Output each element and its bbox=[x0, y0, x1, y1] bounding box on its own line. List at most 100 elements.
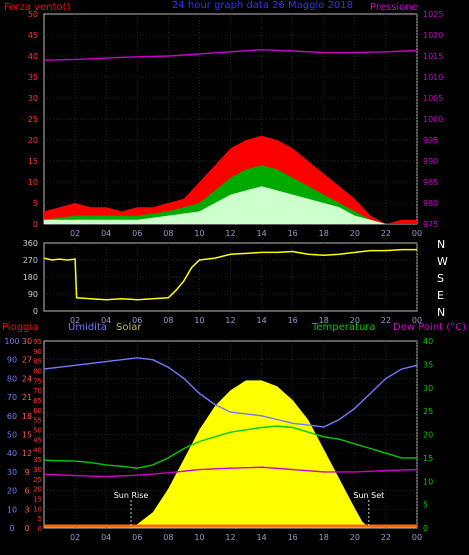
climate-xtick-8: 18 bbox=[319, 533, 329, 542]
pressure-ytick-8: 1015 bbox=[423, 52, 443, 61]
wind-ytick-4: 20 bbox=[28, 136, 38, 145]
rain-ytick-3: 9 bbox=[24, 468, 29, 477]
solar-ytick-10: 50 bbox=[33, 427, 42, 435]
wind-ytick-10: 50 bbox=[28, 10, 38, 19]
wind-ytick-5: 25 bbox=[28, 115, 38, 124]
solar-ytick-3: 15 bbox=[33, 495, 42, 503]
pressure-ytick-7: 1010 bbox=[423, 73, 443, 82]
wind-ytick-6: 30 bbox=[28, 94, 38, 103]
wind-xtick-8: 18 bbox=[319, 229, 329, 238]
temp-ytick-5: 25 bbox=[423, 407, 433, 416]
rain-ytick-6: 18 bbox=[22, 412, 32, 421]
temp-ytick-0: 0 bbox=[423, 524, 428, 533]
humidity-ytick-6: 60 bbox=[7, 412, 17, 421]
pressure-line bbox=[43, 48, 418, 61]
direction-ytick-1: 90 bbox=[28, 290, 38, 299]
wind-xtick-1: 04 bbox=[101, 229, 111, 238]
humidity-ytick-7: 70 bbox=[7, 393, 17, 402]
solar-ytick-9: 45 bbox=[33, 436, 42, 444]
humidity-ytick-0: 0 bbox=[9, 524, 14, 533]
climate-xtick-1: 04 bbox=[101, 533, 111, 542]
wind-avg-area bbox=[44, 186, 417, 224]
solar-ytick-7: 35 bbox=[33, 456, 42, 464]
humidity-ytick-5: 50 bbox=[7, 431, 17, 440]
pressure-ytick-2: 985 bbox=[423, 178, 438, 187]
pressure-ytick-1: 980 bbox=[423, 199, 438, 208]
climate-xtick-4: 10 bbox=[194, 533, 204, 542]
dewpoint-line bbox=[43, 466, 418, 478]
humidity-ytick-3: 30 bbox=[7, 468, 17, 477]
solar-ytick-16: 80 bbox=[33, 368, 42, 376]
sun-rise-label: Sun Rise bbox=[114, 491, 149, 500]
wind-ytick-3: 15 bbox=[28, 157, 38, 166]
compass-label-2: S bbox=[437, 272, 444, 285]
solar-ytick-13: 65 bbox=[33, 397, 42, 405]
solar-ytick-19: 95 bbox=[33, 338, 42, 346]
climate-xtick-9: 20 bbox=[350, 533, 360, 542]
pressure-axis-title: Pressione bbox=[370, 2, 418, 13]
wind-ytick-2: 10 bbox=[28, 178, 38, 187]
climate-xtick-2: 06 bbox=[132, 533, 142, 542]
solar-ytick-18: 90 bbox=[33, 348, 42, 356]
compass-label-3: E bbox=[437, 289, 444, 302]
rain-ytick-10: 30 bbox=[22, 337, 32, 346]
climate-xtick-11: 00 bbox=[412, 533, 422, 542]
direction-xtick-3: 08 bbox=[163, 316, 173, 325]
temp-ytick-4: 20 bbox=[423, 431, 433, 440]
wind-xtick-6: 14 bbox=[256, 229, 266, 238]
direction-xtick-4: 10 bbox=[194, 316, 204, 325]
direction-ytick-3: 270 bbox=[23, 256, 38, 265]
solar-ytick-1: 5 bbox=[38, 515, 42, 523]
rain-ytick-2: 6 bbox=[24, 487, 29, 496]
pressure-ytick-0: 975 bbox=[423, 220, 438, 229]
legend-umidita: Umidita bbox=[68, 322, 107, 333]
solar-ytick-5: 25 bbox=[33, 476, 42, 484]
direction-line bbox=[43, 248, 417, 301]
solar-ytick-17: 85 bbox=[33, 358, 42, 366]
temp-ytick-1: 5 bbox=[423, 501, 428, 510]
climate-xtick-10: 22 bbox=[381, 533, 391, 542]
pressure-ytick-4: 995 bbox=[423, 136, 438, 145]
legend-pioggia: Pioggia bbox=[2, 322, 38, 333]
rain-ytick-9: 27 bbox=[22, 356, 32, 365]
solar-ytick-4: 20 bbox=[33, 486, 42, 494]
temp-ytick-2: 10 bbox=[423, 477, 433, 486]
direction-xtick-8: 18 bbox=[319, 316, 329, 325]
climate-xtick-6: 14 bbox=[256, 533, 266, 542]
temp-ytick-8: 40 bbox=[423, 337, 433, 346]
direction-xtick-7: 16 bbox=[288, 316, 298, 325]
legend-solar: Solar bbox=[116, 322, 142, 333]
wind-ytick-0: 0 bbox=[33, 220, 38, 229]
wind-xtick-7: 16 bbox=[288, 229, 298, 238]
climate-xtick-7: 16 bbox=[288, 533, 298, 542]
climate-xtick-5: 12 bbox=[225, 533, 235, 542]
direction-ytick-4: 360 bbox=[23, 239, 38, 248]
wind-xtick-5: 12 bbox=[225, 229, 235, 238]
wind-ytick-1: 5 bbox=[33, 199, 38, 208]
direction-xtick-2: 06 bbox=[132, 316, 142, 325]
solar-ytick-12: 60 bbox=[33, 407, 42, 415]
sun-set-label: Sun Set bbox=[353, 491, 384, 500]
solar-ytick-11: 55 bbox=[33, 417, 42, 425]
temp-ytick-7: 35 bbox=[423, 360, 433, 369]
wind-ytick-9: 45 bbox=[28, 31, 38, 40]
direction-xtick-0: 02 bbox=[70, 316, 80, 325]
solar-ytick-14: 70 bbox=[33, 387, 42, 395]
rain-ytick-5: 15 bbox=[22, 431, 32, 440]
wind-ytick-8: 40 bbox=[28, 52, 38, 61]
direction-xtick-6: 14 bbox=[256, 316, 266, 325]
direction-xtick-5: 12 bbox=[225, 316, 235, 325]
direction-xtick-10: 22 bbox=[381, 316, 391, 325]
pressure-ytick-3: 990 bbox=[423, 157, 438, 166]
pressure-ytick-9: 1020 bbox=[423, 31, 443, 40]
wind-xtick-4: 10 bbox=[194, 229, 204, 238]
solar-area bbox=[129, 380, 371, 528]
wind-ytick-7: 35 bbox=[28, 73, 38, 82]
direction-xtick-9: 20 bbox=[350, 316, 360, 325]
direction-xtick-1: 04 bbox=[101, 316, 111, 325]
pressure-ytick-5: 1000 bbox=[423, 115, 443, 124]
compass-label-4: N bbox=[437, 306, 445, 319]
direction-xtick-11: 00 bbox=[412, 316, 422, 325]
humidity-ytick-9: 90 bbox=[7, 356, 17, 365]
